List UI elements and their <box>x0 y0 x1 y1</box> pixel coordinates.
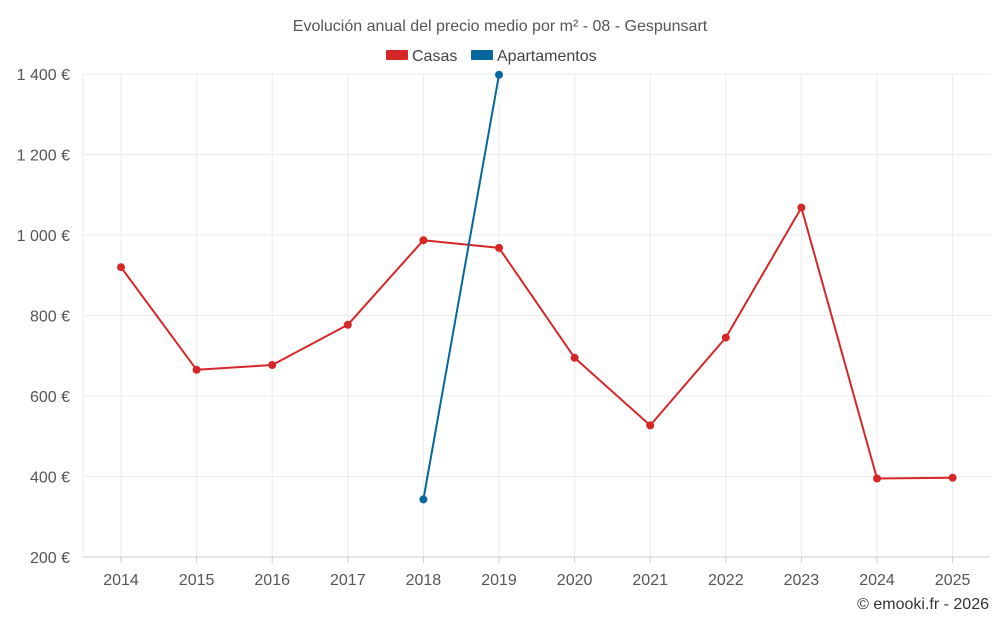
data-point-casas[interactable] <box>117 263 125 272</box>
legend: Casas Apartamentos <box>386 48 597 65</box>
x-tick-label: 2021 <box>632 572 668 589</box>
y-tick-label: 400 € <box>30 470 70 487</box>
data-point-casas[interactable] <box>495 243 503 252</box>
x-tick-label: 2014 <box>103 572 139 589</box>
x-tick-label: 2018 <box>406 572 442 589</box>
data-point-casas[interactable] <box>419 236 428 245</box>
data-point-casas[interactable] <box>268 361 277 369</box>
x-tick-label: 2023 <box>784 572 820 589</box>
chart-title: Evolución anual del precio medio por m² … <box>293 18 708 35</box>
legend-swatch-casas <box>386 50 408 60</box>
legend-label-apartamentos: Apartamentos <box>497 48 597 65</box>
axes: 200 € 400 € 600 € 800 € 1 000 € 1 200 € 1 400 … <box>17 67 990 589</box>
x-tick-label: 2016 <box>254 572 290 589</box>
x-tick-label: 2015 <box>179 572 215 589</box>
data-point-casas[interactable] <box>570 353 579 362</box>
y-tick-label: 200 € <box>30 550 70 567</box>
y-tick-label: 600 € <box>30 389 70 406</box>
data-point-casas[interactable] <box>873 474 881 483</box>
data-point-casas[interactable] <box>192 365 201 374</box>
x-tick-label: 2024 <box>859 572 895 589</box>
grid-lines <box>83 73 990 557</box>
data-point-casas[interactable] <box>721 333 730 342</box>
credit-text: © emooki.fr - 2026 <box>857 596 989 613</box>
legend-label-casas: Casas <box>412 48 457 65</box>
y-tick-label: 800 € <box>30 309 70 326</box>
legend-item-casas[interactable]: Casas <box>386 48 457 65</box>
data-point-casas[interactable] <box>948 473 957 482</box>
y-tick-label: 1 000 € <box>17 228 70 245</box>
series-line-apartamentos <box>422 74 500 500</box>
x-tick-label: 2020 <box>557 572 593 589</box>
x-tick-label: 2017 <box>330 572 366 589</box>
data-point-casas[interactable] <box>797 203 806 212</box>
legend-item-apartamentos[interactable]: Apartamentos <box>471 48 597 65</box>
data-point-casas[interactable] <box>343 320 352 329</box>
series-lines <box>120 74 953 500</box>
y-tick-label: 1 400 € <box>17 67 70 84</box>
x-tick-label: 2019 <box>481 572 517 589</box>
data-point-casas[interactable] <box>646 421 655 430</box>
x-tick-label: 2025 <box>935 572 971 589</box>
data-point-apartamentos[interactable] <box>419 495 428 504</box>
data-points <box>117 70 957 504</box>
data-point-apartamentos[interactable] <box>495 70 503 79</box>
x-tick-label: 2022 <box>708 572 744 589</box>
y-tick-label: 1 200 € <box>17 148 70 165</box>
legend-swatch-apartamentos <box>471 50 493 60</box>
series-line-casas <box>120 206 953 480</box>
